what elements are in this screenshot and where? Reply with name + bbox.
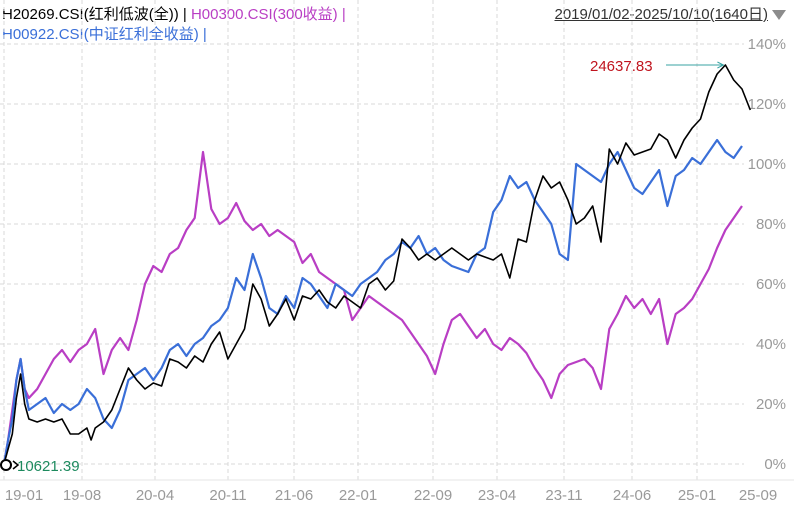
x-tick-label: 19-08 bbox=[63, 487, 101, 504]
y-tick-label: 120% bbox=[748, 96, 786, 113]
x-tick-label: 20-11 bbox=[209, 487, 246, 504]
x-tick-label: 22-09 bbox=[414, 487, 452, 504]
x-tick-label: 19-01 bbox=[5, 487, 43, 504]
series-line-h00300 bbox=[2, 150, 743, 465]
y-tick-label: 140% bbox=[748, 36, 786, 53]
dropdown-triangle-icon[interactable] bbox=[772, 10, 786, 21]
legend-separator: | bbox=[178, 6, 191, 23]
x-tick-label: 22-01 bbox=[339, 487, 377, 504]
start-point-marker bbox=[0, 459, 12, 471]
start-arrow-icon bbox=[12, 460, 20, 470]
y-tick-label: 20% bbox=[756, 396, 786, 413]
y-tick-label: 80% bbox=[756, 216, 786, 233]
legend-line-2: H00922.CSI(中证红利全收益) | bbox=[2, 25, 346, 45]
max-label-arrow bbox=[717, 61, 725, 69]
date-range-text[interactable]: 2019/01/02-2025/10/10(1640日) bbox=[554, 6, 768, 23]
y-tick-label: 40% bbox=[756, 336, 786, 353]
x-tick-label: 25-01 bbox=[678, 487, 716, 504]
y-tick-label: 60% bbox=[756, 276, 786, 293]
date-range-selector[interactable]: 2019/01/02-2025/10/10(1640日) bbox=[554, 5, 786, 25]
legend-entry-h20269[interactable]: H20269.CSI(红利低波(全)) bbox=[2, 6, 179, 23]
x-tick-label: 20-04 bbox=[136, 487, 174, 504]
max-value-label: 24637.83 bbox=[590, 58, 653, 75]
x-tick-label: 25-09 bbox=[739, 487, 777, 504]
legend-entry-h00922[interactable]: H00922.CSI(中证红利全收益) bbox=[2, 26, 199, 43]
x-tick-label: 24-06 bbox=[613, 487, 651, 504]
x-tick-label: 21-06 bbox=[275, 487, 313, 504]
x-tick-label: 23-11 bbox=[545, 487, 582, 504]
series-line-h20269 bbox=[3, 64, 752, 465]
start-value-label: 10621.39 bbox=[17, 458, 80, 475]
legend-separator: | bbox=[337, 6, 346, 23]
legend-separator: | bbox=[198, 26, 207, 43]
y-tick-label: 0% bbox=[764, 456, 786, 473]
x-tick-label: 23-04 bbox=[478, 487, 516, 504]
series-line-h00922 bbox=[2, 138, 743, 465]
y-tick-label: 100% bbox=[748, 156, 786, 173]
